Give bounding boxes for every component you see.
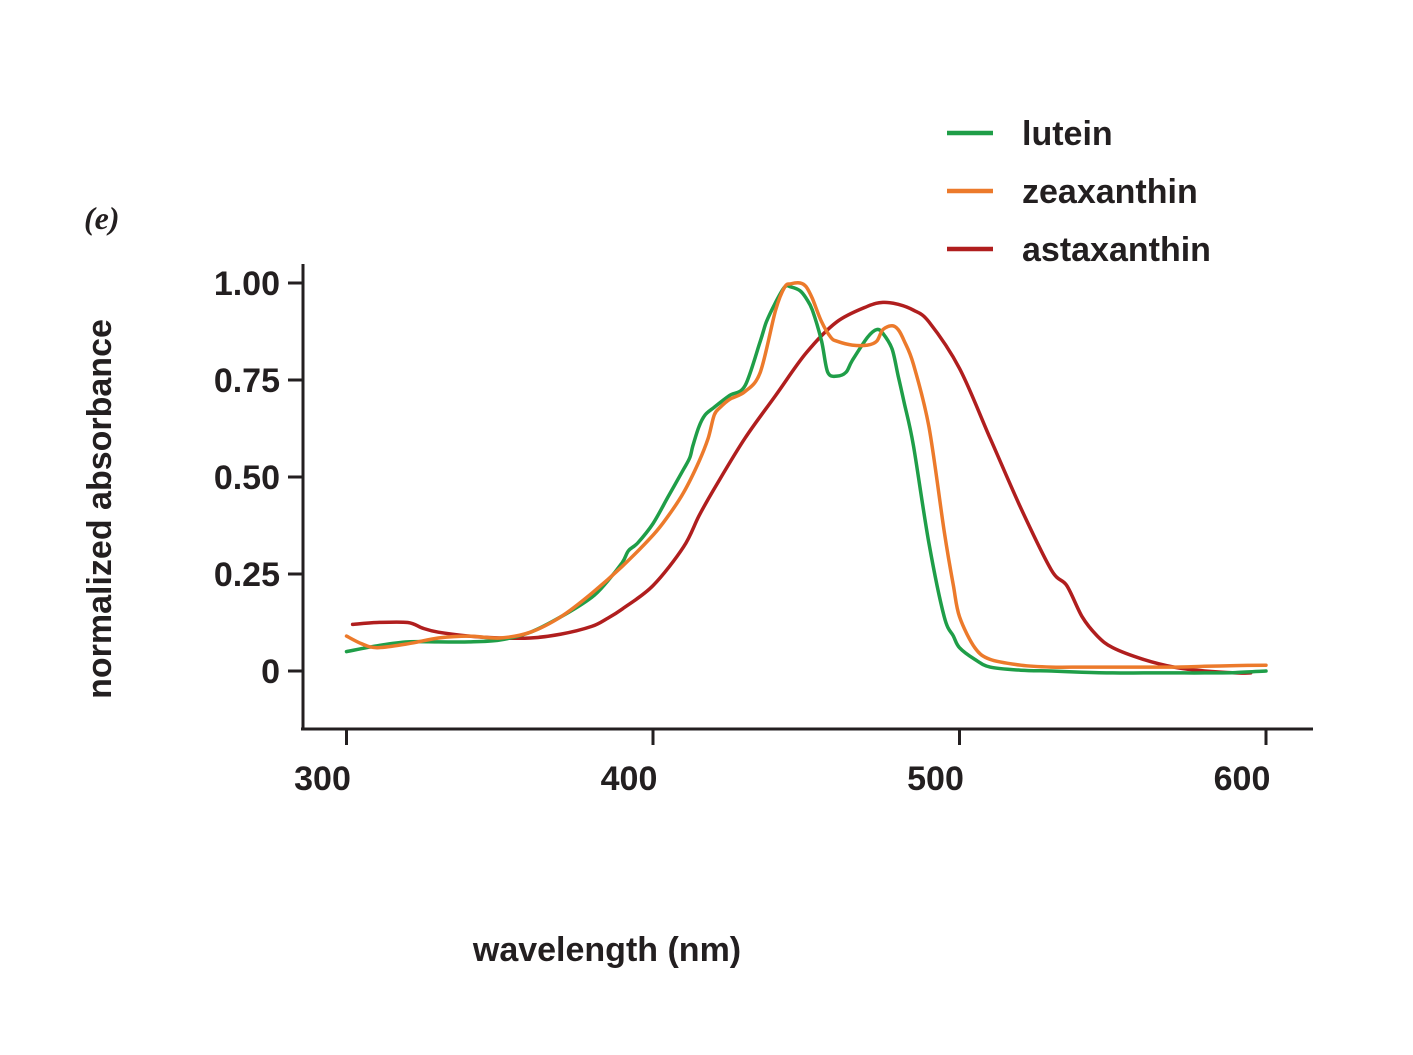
x-tick-label: 500 — [907, 760, 964, 798]
y-ticks: 0 0.25 0.50 0.75 1.00 — [214, 265, 303, 691]
series-line-zeaxanthin — [344, 281, 1268, 669]
x-axis-title: wavelength (nm) — [472, 931, 741, 969]
y-tick-label: 0.50 — [214, 459, 280, 497]
x-tick-label: 600 — [1214, 760, 1271, 798]
panel-label: (e) — [84, 200, 120, 236]
legend-label-zeaxanthin: zeaxanthin — [1022, 173, 1198, 211]
y-axis-title: normalized absorbance — [81, 319, 119, 699]
series-line-astaxanthin — [350, 300, 1253, 675]
legend-label-lutein: lutein — [1022, 115, 1113, 153]
series-group — [344, 281, 1268, 675]
axes — [301, 264, 1313, 731]
y-tick-label: 0 — [261, 653, 280, 691]
legend: lutein zeaxanthin astaxanthin — [947, 115, 1211, 269]
y-tick-label: 0.75 — [214, 362, 280, 400]
x-tick-label: 400 — [601, 760, 658, 798]
legend-label-astaxanthin: astaxanthin — [1022, 231, 1211, 269]
y-tick-label: 0.25 — [214, 556, 280, 594]
x-tick-label: 300 — [294, 760, 351, 798]
x-ticks: 300 400 500 600 — [294, 729, 1270, 798]
y-tick-label: 1.00 — [214, 265, 280, 303]
series-line-lutein — [344, 283, 1268, 675]
